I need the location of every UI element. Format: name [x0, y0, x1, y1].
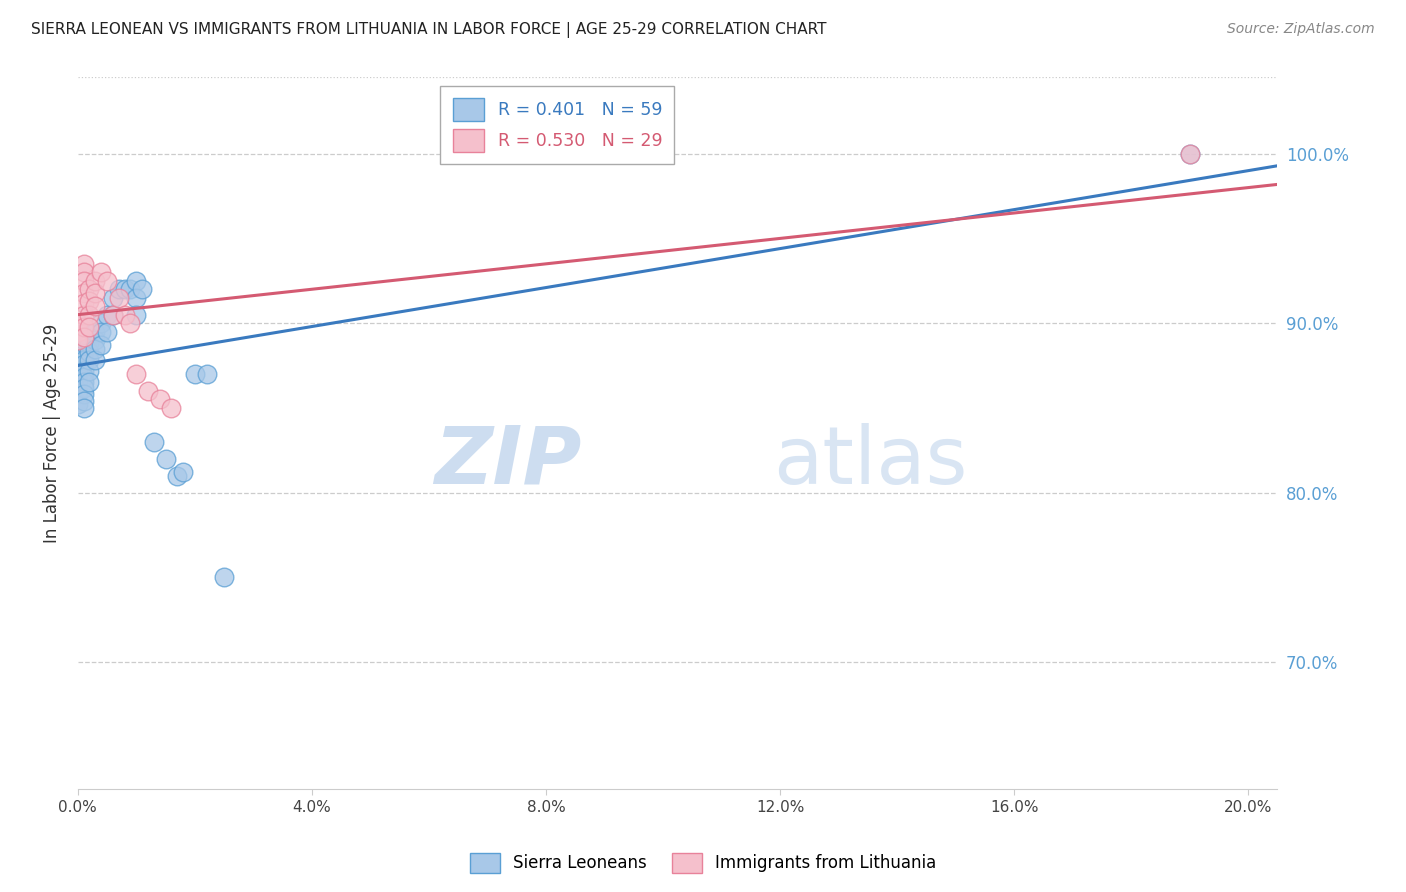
Point	[66, 376, 89, 390]
Point	[72, 376, 94, 390]
Point	[125, 367, 148, 381]
Point	[72, 363, 94, 377]
Point	[72, 257, 94, 271]
Point	[84, 299, 107, 313]
Point	[72, 333, 94, 347]
Point	[142, 434, 165, 449]
Point	[212, 570, 235, 584]
Point	[79, 376, 101, 390]
Point	[90, 316, 112, 330]
Point	[79, 325, 101, 339]
Point	[66, 333, 89, 347]
Point	[160, 401, 183, 415]
Point	[172, 465, 194, 479]
Point	[72, 346, 94, 360]
Point	[114, 308, 136, 322]
Point	[155, 451, 177, 466]
Point	[114, 282, 136, 296]
Point	[72, 285, 94, 300]
Point	[79, 363, 101, 377]
Point	[96, 274, 118, 288]
Point	[125, 308, 148, 322]
Point	[72, 328, 94, 343]
Point	[79, 282, 101, 296]
Point	[66, 353, 89, 368]
Point	[107, 282, 129, 296]
Text: SIERRA LEONEAN VS IMMIGRANTS FROM LITHUANIA IN LABOR FORCE | AGE 25-29 CORRELATI: SIERRA LEONEAN VS IMMIGRANTS FROM LITHUA…	[31, 22, 827, 38]
Point	[72, 274, 94, 288]
Point	[84, 342, 107, 356]
Point	[84, 353, 107, 368]
Point	[90, 325, 112, 339]
Point	[184, 367, 207, 381]
Point	[66, 367, 89, 381]
Point	[72, 394, 94, 409]
Point	[72, 308, 94, 322]
Point	[84, 274, 107, 288]
Point	[79, 308, 101, 322]
Point	[96, 308, 118, 322]
Point	[79, 294, 101, 309]
Point	[66, 384, 89, 398]
Point	[72, 342, 94, 356]
Point	[84, 285, 107, 300]
Legend: R = 0.401   N = 59, R = 0.530   N = 29: R = 0.401 N = 59, R = 0.530 N = 29	[440, 87, 675, 164]
Point	[72, 319, 94, 334]
Point	[125, 291, 148, 305]
Point	[149, 392, 172, 407]
Point	[101, 291, 124, 305]
Point	[90, 338, 112, 352]
Point	[79, 329, 101, 343]
Point	[66, 316, 89, 330]
Point	[79, 345, 101, 359]
Point	[66, 325, 89, 339]
Point	[101, 308, 124, 322]
Point	[84, 333, 107, 347]
Point	[72, 325, 94, 339]
Point	[72, 387, 94, 401]
Point	[72, 357, 94, 371]
Point	[96, 325, 118, 339]
Point	[125, 274, 148, 288]
Point	[101, 308, 124, 322]
Point	[120, 282, 142, 296]
Y-axis label: In Labor Force | Age 25-29: In Labor Force | Age 25-29	[44, 324, 60, 543]
Point	[72, 380, 94, 394]
Point	[66, 363, 89, 377]
Point	[90, 265, 112, 279]
Point	[136, 384, 159, 398]
Point	[72, 295, 94, 310]
Point	[72, 370, 94, 384]
Point	[66, 342, 89, 356]
Point	[120, 316, 142, 330]
Point	[79, 319, 101, 334]
Point	[72, 265, 94, 279]
Text: ZIP: ZIP	[434, 423, 582, 500]
Point	[79, 353, 101, 368]
Text: Source: ZipAtlas.com: Source: ZipAtlas.com	[1227, 22, 1375, 37]
Legend: Sierra Leoneans, Immigrants from Lithuania: Sierra Leoneans, Immigrants from Lithuan…	[463, 847, 943, 880]
Point	[79, 336, 101, 351]
Point	[195, 367, 218, 381]
Point	[66, 346, 89, 360]
Point	[66, 387, 89, 401]
Point	[72, 353, 94, 368]
Point	[72, 350, 94, 364]
Text: atlas: atlas	[773, 423, 967, 500]
Point	[72, 401, 94, 415]
Point	[1178, 146, 1201, 161]
Point	[66, 397, 89, 411]
Point	[66, 359, 89, 373]
Point	[131, 282, 153, 296]
Point	[72, 336, 94, 351]
Point	[84, 325, 107, 339]
Point	[166, 468, 188, 483]
Point	[1178, 146, 1201, 161]
Point	[72, 329, 94, 343]
Point	[107, 291, 129, 305]
